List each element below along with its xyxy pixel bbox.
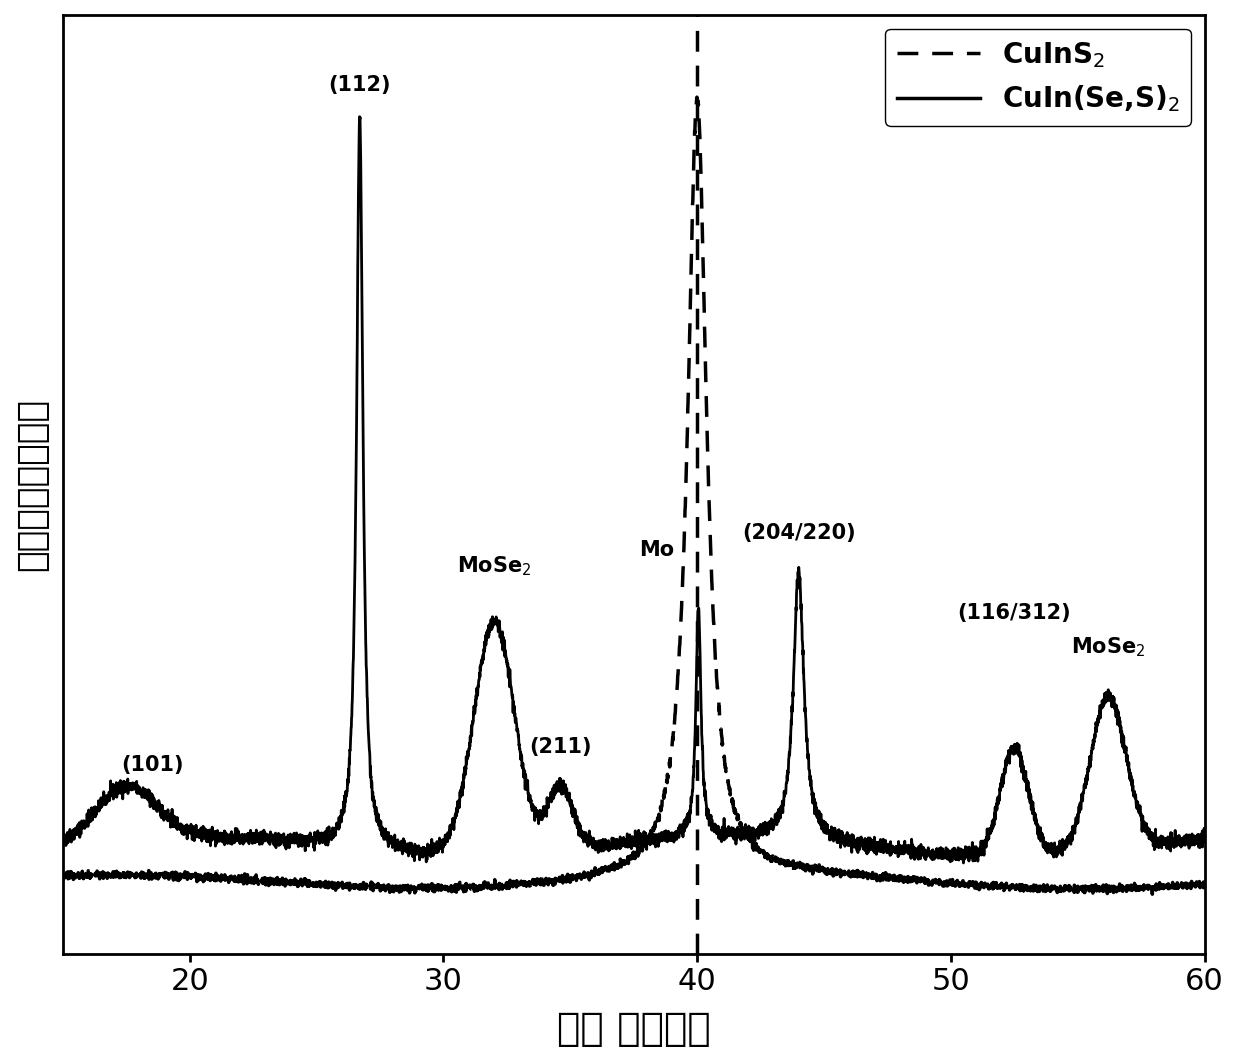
$\mathrm{CuInS_2}$ — [492, 883, 507, 896]
Text: (112): (112) — [328, 75, 392, 96]
Text: (204/220): (204/220) — [742, 523, 855, 542]
$\mathrm{CuIn(Se,S)_2}$ — [957, 857, 971, 870]
$\mathrm{CuIn(Se,S)_2}$ — [1197, 836, 1212, 848]
Text: (116/312): (116/312) — [958, 603, 1072, 623]
$\mathrm{CuIn(Se,S)_2}$ — [56, 832, 71, 845]
Line: $\mathrm{CuInS_2}$: $\mathrm{CuInS_2}$ — [63, 97, 1204, 894]
$\mathrm{CuInS_2}$ — [741, 828, 756, 841]
X-axis label: 二倍 角（度）: 二倍 角（度） — [556, 1010, 711, 1048]
$\mathrm{CuIn(Se,S)_2}$ — [492, 614, 507, 627]
Text: MoSe$_2$: MoSe$_2$ — [1070, 636, 1145, 659]
$\mathrm{CuIn(Se,S)_2}$ — [798, 710, 813, 723]
$\mathrm{CuInS_2}$ — [908, 874, 923, 887]
$\mathrm{CuInS_2}$ — [56, 871, 71, 883]
$\mathrm{CuIn(Se,S)_2}$ — [352, 111, 367, 123]
$\mathrm{CuInS_2}$ — [1145, 888, 1160, 900]
$\mathrm{CuIn(Se,S)_2}$ — [995, 771, 1010, 783]
$\mathrm{CuInS_2}$ — [689, 90, 704, 103]
$\mathrm{CuIn(Se,S)_2}$ — [263, 831, 278, 844]
Y-axis label: 强度（任意单位）: 强度（任意单位） — [15, 398, 50, 571]
$\mathrm{CuInS_2}$ — [1197, 877, 1212, 890]
Text: Mo: Mo — [639, 540, 674, 560]
$\mathrm{CuIn(Se,S)_2}$ — [908, 847, 923, 860]
Text: (101): (101) — [121, 755, 183, 775]
$\mathrm{CuInS_2}$ — [798, 864, 813, 877]
$\mathrm{CuInS_2}$ — [995, 879, 1010, 892]
Legend: CuInS$_2$, CuIn(Se,S)$_2$: CuInS$_2$, CuIn(Se,S)$_2$ — [886, 29, 1191, 125]
Line: $\mathrm{CuIn(Se,S)_2}$: $\mathrm{CuIn(Se,S)_2}$ — [63, 117, 1204, 863]
Text: (211): (211) — [529, 738, 591, 757]
Text: MoSe$_2$: MoSe$_2$ — [457, 555, 532, 578]
$\mathrm{CuIn(Se,S)_2}$ — [741, 827, 756, 840]
$\mathrm{CuInS_2}$ — [263, 872, 278, 884]
